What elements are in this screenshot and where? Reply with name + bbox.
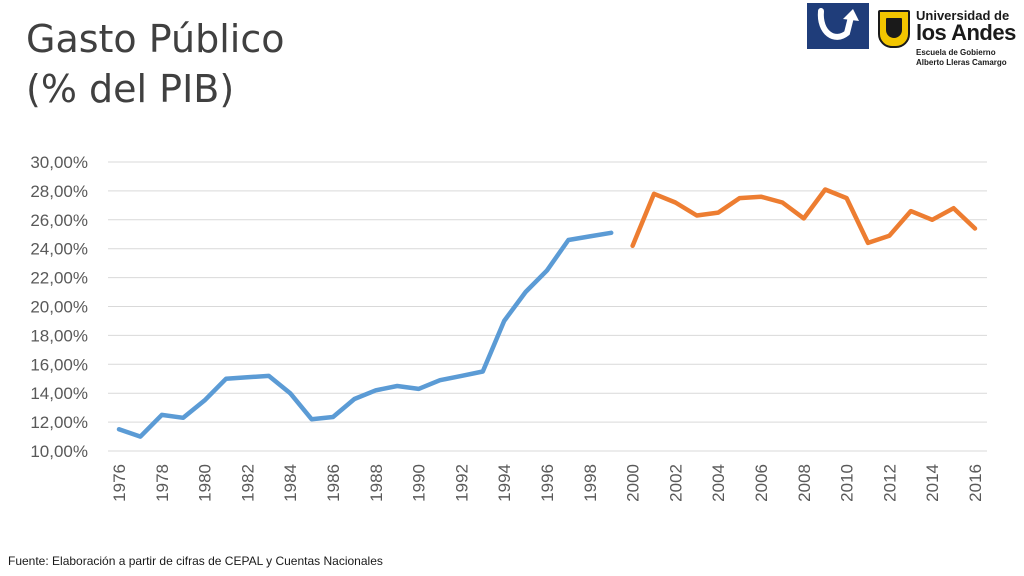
- x-tick-label: 2000: [624, 464, 643, 502]
- y-tick-label: 16,00%: [30, 355, 88, 374]
- x-tick-label: 2016: [966, 464, 985, 502]
- series-lines: [116, 187, 978, 439]
- title-line-2: (% del PIB): [26, 67, 235, 111]
- x-tick-label: 2008: [795, 464, 814, 502]
- x-tick-label: 2012: [880, 464, 899, 502]
- series-line-1: [116, 230, 614, 439]
- x-tick-label: 1980: [196, 464, 215, 502]
- school-name-line-2: Alberto Lleras Camargo: [916, 58, 1007, 67]
- x-tick-label: 1982: [238, 464, 257, 502]
- x-tick-label: 1998: [581, 464, 600, 502]
- y-tick-label: 22,00%: [30, 269, 88, 288]
- y-tick-label: 18,00%: [30, 326, 88, 345]
- university-name-line-1: Universidad de: [916, 8, 1010, 23]
- y-tick-label: 30,00%: [30, 153, 88, 172]
- x-tick-label: 1984: [281, 464, 300, 502]
- x-tick-label: 1992: [452, 464, 471, 502]
- shield-icon: [878, 10, 910, 48]
- y-tick-label: 20,00%: [30, 298, 88, 317]
- source-note: Fuente: Elaboración a partir de cifras d…: [8, 554, 383, 568]
- x-tick-label: 1978: [153, 464, 172, 502]
- gridlines: [108, 161, 987, 452]
- x-tick-label: 1996: [538, 464, 557, 502]
- y-tick-label: 12,00%: [30, 413, 88, 432]
- university-logo: Universidad de los Andes Escuela de Gobi…: [878, 8, 1016, 70]
- x-tick-label: 1990: [410, 464, 429, 502]
- title-line-1: Gasto Público: [26, 17, 285, 61]
- school-logo: [807, 3, 869, 49]
- school-name-line-1: Escuela de Gobierno: [916, 48, 996, 57]
- x-tick-label: 2002: [666, 464, 685, 502]
- x-tick-label: 1988: [367, 464, 386, 502]
- university-name-line-2: los Andes: [916, 20, 1016, 45]
- y-axis-labels: 10,00% 12,00% 14,00% 16,00% 18,00% 20,00% 22,0…: [30, 153, 88, 461]
- x-tick-label: 2010: [838, 464, 857, 502]
- u-turn-arrow-icon: [817, 8, 859, 40]
- x-tick-label: 1976: [110, 464, 129, 502]
- y-tick-label: 28,00%: [30, 182, 88, 201]
- x-tick-label: 1986: [324, 464, 343, 502]
- series-line-2: [630, 187, 978, 249]
- x-axis-labels: 1976 1978 1980 1982 1984 1986 1988 1990 1992 1994…: [110, 464, 985, 502]
- y-tick-label: 26,00%: [30, 211, 88, 230]
- x-tick-label: 2014: [923, 464, 942, 502]
- x-tick-label: 2004: [709, 464, 728, 502]
- y-tick-label: 14,00%: [30, 384, 88, 403]
- y-tick-label: 10,00%: [30, 442, 88, 461]
- y-tick-label: 24,00%: [30, 240, 88, 259]
- x-tick-label: 2006: [752, 464, 771, 502]
- x-tick-label: 1994: [495, 464, 514, 502]
- page-title: Gasto Público (% del PIB): [26, 14, 284, 114]
